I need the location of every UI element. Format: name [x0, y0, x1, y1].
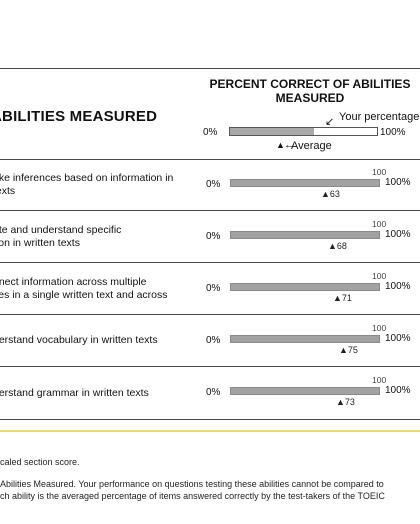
footnote-line: ch ability is the averaged percentage of…	[0, 491, 385, 501]
scale-zero: 0%	[206, 179, 221, 190]
ability-text: nnect information across multiple ces in…	[0, 275, 168, 301]
scale-hundred: 100%	[385, 385, 411, 396]
legend-hundred: 100%	[380, 127, 406, 138]
average-triangle-icon: ▲	[339, 345, 348, 355]
table-header: ABILITIES MEASURED PERCENT CORRECT OF AB…	[0, 69, 420, 160]
average-value: 63	[329, 189, 340, 199]
ability-text: derstand grammar in written texts	[0, 386, 149, 399]
average-triangle-icon: ▲	[333, 293, 342, 303]
average-marker: ▲63	[321, 189, 340, 199]
legend-bar-fill	[230, 128, 314, 135]
scale-hundred: 100%	[385, 177, 411, 188]
scale-hundred: 100%	[385, 333, 411, 344]
legend-bar	[229, 127, 378, 136]
average-value: 75	[347, 345, 358, 355]
average-arrow-icon: ←	[284, 139, 295, 151]
average-marker: ▲71	[333, 293, 352, 303]
score-bar	[230, 283, 380, 291]
scale-zero: 0%	[206, 335, 221, 346]
scale-zero: 0%	[206, 387, 221, 398]
average-marker: ▲73	[336, 397, 355, 407]
scale-hundred: 100%	[385, 281, 411, 292]
average-value: 68	[336, 241, 347, 251]
scale-zero: 0%	[206, 283, 221, 294]
average-label: Average	[291, 140, 332, 152]
ability-text: ate and understand specific tion in writ…	[0, 223, 122, 249]
footnote-line: Abilities Measured. Your performance on …	[0, 479, 384, 489]
abilities-table: ABILITIES MEASURED PERCENT CORRECT OF AB…	[0, 68, 420, 420]
your-percentage-arrow-icon: ↙	[325, 116, 335, 128]
ability-text: derstand vocabulary in written texts	[0, 334, 158, 346]
score-bar	[230, 335, 380, 343]
scale-zero: 0%	[206, 231, 221, 242]
average-triangle-icon: ▲	[321, 189, 330, 199]
legend-zero: 0%	[203, 127, 218, 138]
average-marker: ▲75	[339, 345, 358, 355]
percent-heading: PERCENT CORRECT OF ABILITIES MEASURED	[209, 77, 411, 105]
score-label: 100	[372, 167, 387, 177]
ability-row: nnect information across multiple ces in…	[0, 263, 420, 315]
score-label: 100	[372, 219, 387, 229]
abilities-heading: ABILITIES MEASURED	[0, 108, 158, 125]
average-value: 71	[341, 293, 352, 303]
average-value: 73	[344, 397, 355, 407]
section-divider	[0, 430, 420, 432]
score-bar	[230, 179, 380, 187]
footnote-line: caled section score.	[0, 457, 80, 467]
average-marker: ▲68	[328, 241, 347, 251]
ability-text: ake inferences based on information in t…	[0, 171, 174, 197]
average-triangle-icon: ▲	[276, 140, 285, 150]
ability-row: ake inferences based on information in t…	[0, 159, 420, 211]
score-label: 100	[372, 323, 387, 333]
score-bar	[230, 231, 380, 239]
scale-hundred: 100%	[385, 229, 411, 240]
score-label: 100	[372, 271, 387, 281]
score-bar	[230, 387, 380, 395]
ability-row: ate and understand specific tion in writ…	[0, 211, 420, 263]
your-percentage-label: Your percentage	[339, 111, 420, 123]
average-triangle-icon: ▲	[328, 241, 337, 251]
ability-row: derstand vocabulary in written texts 0% …	[0, 315, 420, 367]
score-label: 100	[372, 375, 387, 385]
average-triangle-icon: ▲	[336, 397, 345, 407]
ability-row: derstand grammar in written texts 0% 100…	[0, 367, 420, 419]
